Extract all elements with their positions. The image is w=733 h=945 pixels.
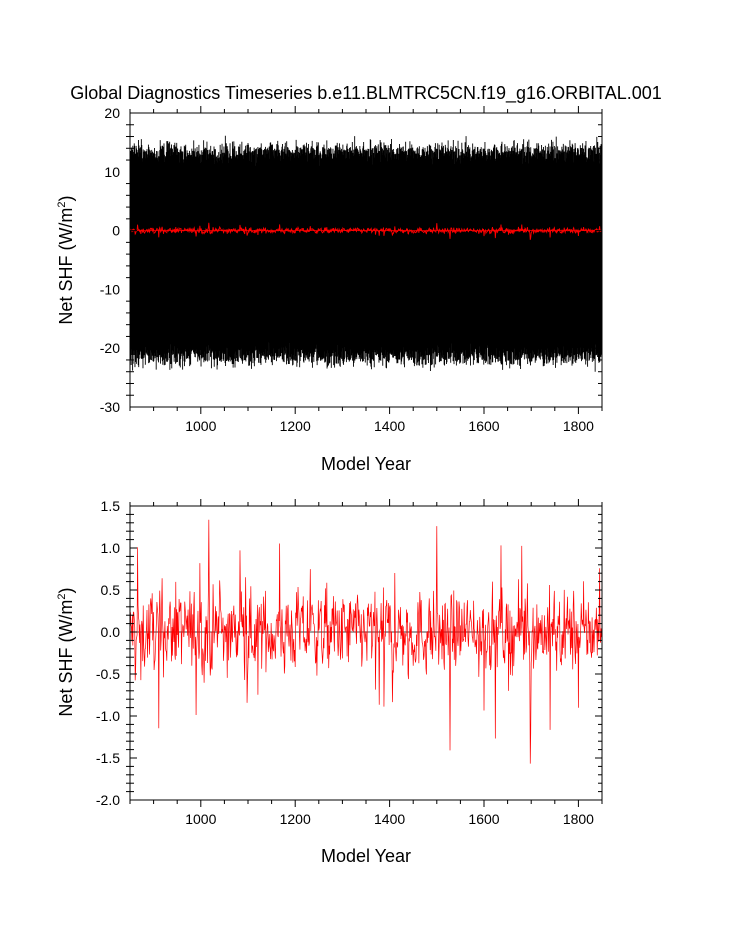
y-tick-label: 0.0 — [101, 624, 121, 640]
y-tick-label: -0.5 — [96, 666, 120, 682]
x-tick-label: 1200 — [280, 811, 311, 827]
y-tick-label: -20 — [100, 340, 120, 356]
x-tick-label: 1600 — [468, 811, 499, 827]
y-tick-label: 20 — [104, 105, 120, 121]
top-y-axis-label: Net SHF (W/m2) — [56, 195, 76, 324]
y-tick-label: 0 — [112, 223, 120, 239]
y-tick-label: -30 — [100, 399, 120, 415]
y-tick-label: 0.5 — [101, 582, 121, 598]
top-panel-data-lines — [130, 135, 602, 372]
x-tick-label: 1400 — [374, 418, 405, 434]
bottom-y-axis-label: Net SHF (W/m2) — [56, 587, 76, 716]
chart-title: Global Diagnostics Timeseries b.e11.BLMT… — [70, 83, 662, 104]
bottom-panel-axes: 1000 1200 1400 1600 1800 -2.0 -1.5 -1.0 -0.5 0.0 0… — [96, 498, 603, 827]
y-tick-label: 10 — [104, 164, 120, 180]
plot-frame — [129, 505, 603, 801]
x-tick-label: 1400 — [374, 811, 405, 827]
bottom-panel: 1000 1200 1400 1600 1800 -2.0 -1.5 -1.0 -0.5 0.0 0… — [56, 498, 603, 866]
y-tick-label: -2.0 — [96, 792, 120, 808]
top-panel-axes: 1000 1200 1400 1600 1800 -30 -20 -10 0 10 20 — [100, 105, 603, 434]
x-tick-label: 1000 — [185, 418, 216, 434]
x-tick-label: 1200 — [280, 418, 311, 434]
top-panel: 1000 1200 1400 1600 1800 -30 -20 -10 0 10 20 Model… — [56, 105, 603, 474]
annual-series-line — [130, 222, 602, 240]
y-tick-label: 1.0 — [101, 540, 121, 556]
bottom-x-axis-label: Model Year — [321, 846, 411, 866]
bottom-panel-data-lines — [130, 519, 602, 764]
x-tick-label: 1600 — [468, 418, 499, 434]
y-tick-label: -1.5 — [96, 750, 120, 766]
y-tick-label: -10 — [100, 281, 120, 297]
x-tick-label: 1000 — [185, 811, 216, 827]
x-tick-label: 1800 — [563, 418, 594, 434]
top-x-axis-label: Model Year — [321, 454, 411, 474]
monthly-series-band — [130, 165, 602, 343]
x-tick-label: 1800 — [563, 811, 594, 827]
y-tick-label: 1.5 — [101, 498, 121, 514]
annual-series-line — [130, 519, 602, 764]
y-tick-label: -1.0 — [96, 708, 120, 724]
